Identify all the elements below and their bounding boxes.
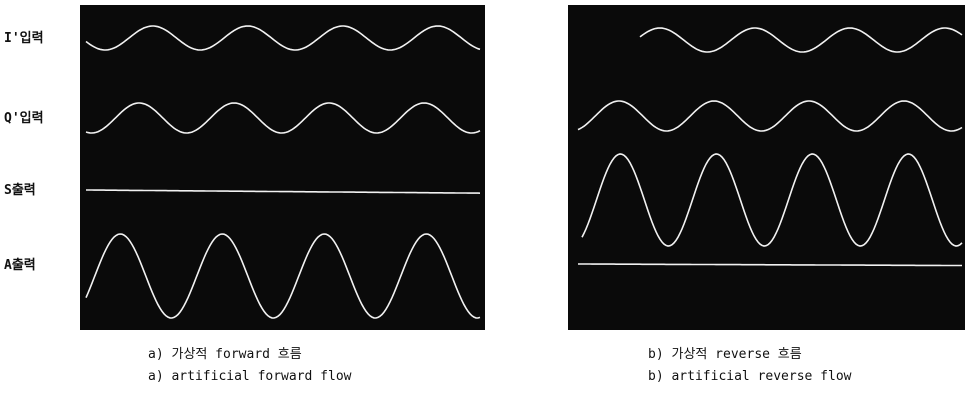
caption-english: a) artificial forward flow (148, 369, 352, 384)
signal-label: Q'입력 (4, 111, 44, 126)
caption-korean: a) 가상적 forward 흐름 (148, 347, 302, 362)
caption-english: b) artificial reverse flow (648, 369, 852, 384)
signal-label: I'입력 (4, 31, 44, 46)
signal-label: A출력 (4, 257, 36, 273)
caption-korean: b) 가상적 reverse 흐름 (648, 347, 802, 362)
scope-screen-right (568, 5, 965, 330)
signal-label: S출력 (4, 182, 36, 198)
figure: I'입력 Q'입력 S출력 A출력 a) 가상적 forward 흐름 a) a… (0, 0, 971, 391)
scope-screen-left (80, 5, 485, 330)
